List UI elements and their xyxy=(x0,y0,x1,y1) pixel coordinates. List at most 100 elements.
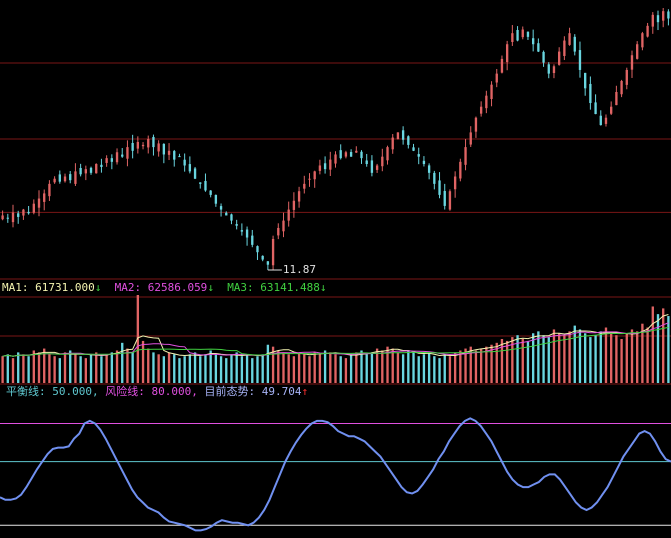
volume-ma-lines xyxy=(2,314,669,357)
volume-bar xyxy=(11,358,15,383)
candle-body xyxy=(630,55,634,70)
candle-body xyxy=(339,150,342,159)
volume-bar xyxy=(651,306,654,383)
candle-body xyxy=(453,176,457,190)
candle-body xyxy=(485,95,488,109)
oscillator-legend: 平衡线: 50.000, 风险线: 80.000, 目前态势: 49.704↑ xyxy=(6,385,308,398)
candle-body xyxy=(173,151,176,160)
candle-body xyxy=(323,163,327,170)
volume-bar xyxy=(547,337,550,383)
candle-body xyxy=(620,80,623,95)
candle-body xyxy=(386,147,389,161)
candle-body xyxy=(349,152,353,157)
candle-body xyxy=(355,150,358,153)
candle-body xyxy=(157,143,160,152)
volume-bar xyxy=(615,335,618,383)
candle-body xyxy=(22,209,25,216)
candle-body xyxy=(604,117,608,124)
candle-body xyxy=(225,212,228,216)
volume-bar xyxy=(339,356,342,383)
volume-bar xyxy=(329,352,332,383)
volume-bar xyxy=(37,352,41,383)
candle-body xyxy=(115,152,119,163)
candle-body xyxy=(422,160,426,165)
volume-bar xyxy=(256,356,259,383)
candle-body xyxy=(537,43,540,52)
candle-body xyxy=(464,147,467,165)
candle-body xyxy=(303,183,306,189)
volume-bar xyxy=(313,352,316,383)
candle-body xyxy=(526,31,530,37)
candle-body xyxy=(407,136,410,145)
volume-bar xyxy=(323,350,327,383)
volume-bar xyxy=(573,325,576,383)
candlestick-series xyxy=(1,8,670,270)
volume-bar xyxy=(537,331,540,383)
volume-bar xyxy=(178,358,181,383)
candle-body xyxy=(662,11,665,21)
candle-body xyxy=(329,159,332,170)
candle-body xyxy=(568,33,571,45)
volume-bar xyxy=(511,337,514,383)
candle-body xyxy=(469,132,472,145)
volume-bar xyxy=(521,339,524,383)
volume-bar xyxy=(391,348,394,383)
candle-body xyxy=(552,66,556,74)
volume-bar xyxy=(401,354,405,383)
volume-bar xyxy=(1,356,4,383)
candle-body xyxy=(578,50,582,70)
volume-bar xyxy=(17,352,20,383)
volume-bar xyxy=(505,340,509,383)
candle-body xyxy=(360,151,363,159)
candle-body xyxy=(167,150,171,155)
volume-bar xyxy=(349,354,353,383)
candle-body xyxy=(136,141,140,149)
candle-body xyxy=(636,44,639,59)
candle-body xyxy=(58,174,61,182)
volume-bar xyxy=(563,335,566,383)
candle-body xyxy=(204,180,207,191)
price-low-label: 11.87 xyxy=(283,263,316,276)
volume-bar xyxy=(6,354,9,383)
candle-body xyxy=(542,51,545,63)
volume-bar xyxy=(448,356,452,383)
volume-bar xyxy=(578,329,582,383)
volume-bar xyxy=(490,344,493,383)
candle-body xyxy=(193,168,197,179)
volume-bar xyxy=(22,354,25,383)
volume-bar xyxy=(641,323,644,383)
candle-body xyxy=(287,209,290,221)
candle-body xyxy=(240,230,244,232)
volume-bar xyxy=(433,356,436,383)
volume-ma-legend: MA1: 61731.000↓ MA2: 62586.059↓ MA3: 631… xyxy=(2,281,327,294)
oscillator-line xyxy=(0,417,671,532)
candle-body xyxy=(308,178,311,180)
ma3-legend: MA3: 63141.488 xyxy=(227,281,320,294)
volume-bar xyxy=(53,356,56,383)
volume-bar xyxy=(412,352,415,383)
volume-bar xyxy=(209,350,212,383)
volume-bar xyxy=(453,352,457,383)
balance-line-legend: 平衡线: 50.000, xyxy=(6,385,99,398)
volume-bar xyxy=(48,354,51,383)
volume-bar xyxy=(261,354,264,383)
volume-bar xyxy=(89,354,93,383)
candle-body xyxy=(1,215,4,220)
volume-bar xyxy=(131,352,134,383)
volume-bar xyxy=(297,352,301,383)
candle-body xyxy=(256,246,259,253)
volume-bar xyxy=(365,354,368,383)
volume-bar xyxy=(584,333,587,383)
candle-body xyxy=(261,255,264,260)
candle-body xyxy=(412,147,415,151)
volume-bar xyxy=(344,358,348,383)
candle-body xyxy=(667,11,670,19)
candle-body xyxy=(277,227,280,236)
volume-bar xyxy=(568,331,571,383)
volume-bar xyxy=(552,329,556,383)
ma1-legend: MA1: 61731.000 xyxy=(2,281,95,294)
candle-body xyxy=(427,165,431,173)
volume-bar xyxy=(334,354,337,383)
volume-bar xyxy=(121,342,124,383)
